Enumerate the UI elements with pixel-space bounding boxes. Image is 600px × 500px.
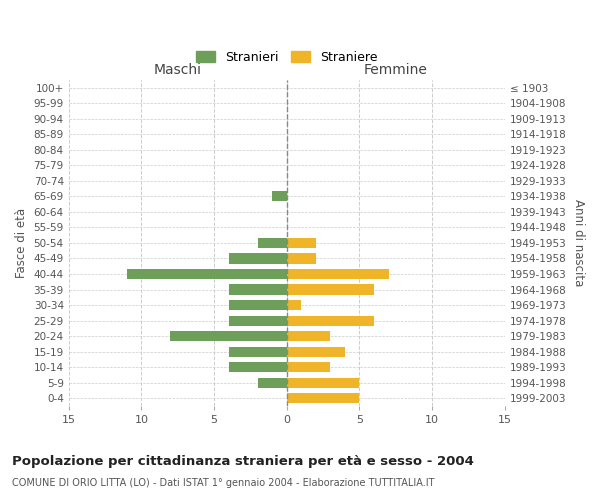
Bar xyxy=(287,393,359,404)
Bar xyxy=(229,254,287,264)
Legend: Stranieri, Straniere: Stranieri, Straniere xyxy=(193,47,381,68)
Text: Popolazione per cittadinanza straniera per età e sesso - 2004: Popolazione per cittadinanza straniera p… xyxy=(12,455,474,468)
Bar xyxy=(257,238,287,248)
Bar xyxy=(287,254,316,264)
Bar xyxy=(170,331,287,341)
Text: Femmine: Femmine xyxy=(364,63,428,77)
Text: COMUNE DI ORIO LITTA (LO) - Dati ISTAT 1° gennaio 2004 - Elaborazione TUTTITALIA: COMUNE DI ORIO LITTA (LO) - Dati ISTAT 1… xyxy=(12,478,434,488)
Y-axis label: Fasce di età: Fasce di età xyxy=(15,208,28,278)
Text: Maschi: Maschi xyxy=(154,63,202,77)
Y-axis label: Anni di nascita: Anni di nascita xyxy=(572,200,585,286)
Bar xyxy=(287,346,345,356)
Bar xyxy=(287,331,331,341)
Bar xyxy=(287,378,359,388)
Bar xyxy=(229,284,287,294)
Bar xyxy=(272,192,287,202)
Bar xyxy=(229,316,287,326)
Bar xyxy=(287,300,301,310)
Bar xyxy=(229,362,287,372)
Bar xyxy=(287,269,389,279)
Bar xyxy=(257,378,287,388)
Bar xyxy=(287,316,374,326)
Bar xyxy=(287,284,374,294)
Bar xyxy=(127,269,287,279)
Bar xyxy=(287,238,316,248)
Bar xyxy=(287,362,331,372)
Bar xyxy=(229,346,287,356)
Bar xyxy=(229,300,287,310)
